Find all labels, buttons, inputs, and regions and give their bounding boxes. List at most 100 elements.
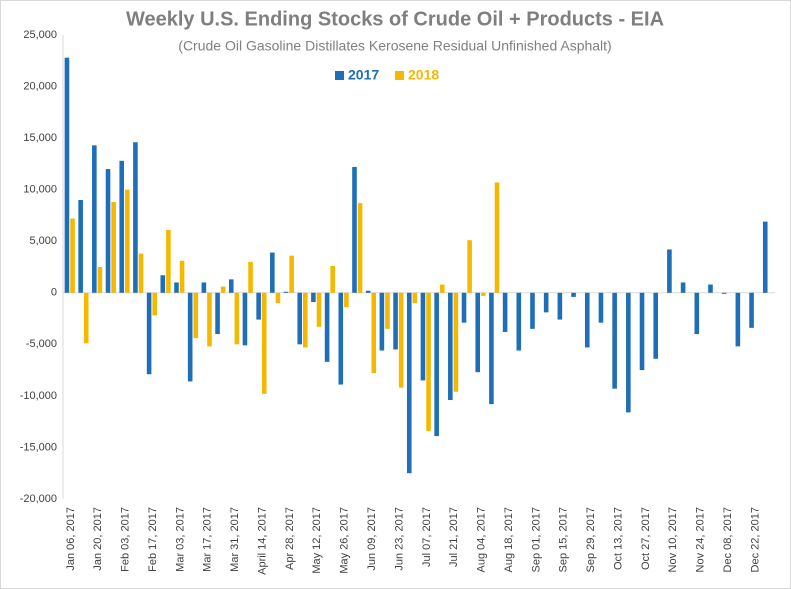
bar	[412, 292, 418, 304]
legend-swatch	[335, 71, 344, 80]
legend-label: 2018	[408, 67, 439, 83]
bar	[187, 292, 193, 382]
x-tick-label: Sep 01, 2017	[530, 507, 542, 572]
x-tick-label: Aug 18, 2017	[503, 507, 515, 572]
bar	[735, 292, 741, 347]
bar	[193, 292, 199, 339]
bar	[316, 292, 322, 327]
bar	[530, 292, 535, 329]
x-tick-label: Jun 09, 2017	[366, 507, 378, 571]
bar	[201, 282, 207, 293]
y-tick-label: 15,000	[23, 132, 57, 144]
x-tick-label: Jun 23, 2017	[393, 507, 405, 571]
x-tick-label: May 12, 2017	[311, 507, 323, 574]
x-tick-label: Sep 15, 2017	[558, 507, 570, 572]
x-tick-label: May 26, 2017	[339, 507, 351, 574]
bar	[174, 282, 179, 293]
bar	[152, 292, 157, 316]
bar	[357, 203, 363, 293]
legend-swatch	[395, 71, 404, 80]
bar	[398, 292, 404, 388]
bar	[721, 292, 727, 294]
bar	[344, 292, 349, 308]
bar	[639, 292, 645, 371]
bar	[571, 292, 576, 297]
bar	[557, 292, 563, 320]
bar	[297, 292, 303, 345]
y-tick-label: -10,000	[20, 390, 57, 402]
bar	[311, 292, 316, 303]
x-tick-label: Mar 31, 2017	[229, 507, 241, 572]
bar	[138, 253, 144, 293]
bar	[393, 292, 398, 350]
y-tick-label: 5,000	[29, 235, 57, 247]
bar	[494, 182, 500, 293]
bar	[283, 291, 289, 293]
bar	[448, 292, 453, 401]
bar	[406, 292, 412, 474]
y-tick-label: -5,000	[26, 338, 57, 350]
bar	[125, 189, 130, 293]
bar	[256, 292, 261, 320]
bar	[461, 292, 467, 323]
bar	[467, 240, 472, 293]
x-tick-label: Oct 27, 2017	[640, 507, 652, 570]
bar	[584, 292, 590, 348]
bar	[270, 252, 275, 293]
bar	[475, 292, 481, 373]
bar	[426, 292, 431, 431]
bar	[261, 292, 267, 394]
x-tick-label: Jul 21, 2017	[448, 507, 460, 567]
bar	[371, 292, 377, 374]
bar	[612, 292, 617, 389]
y-tick-label: 20,000	[23, 80, 57, 92]
bar	[133, 142, 138, 293]
x-tick-label: Dec 08, 2017	[722, 507, 734, 572]
bar	[598, 292, 604, 323]
bar	[352, 166, 357, 293]
bar	[330, 265, 335, 293]
bar	[289, 255, 294, 293]
bar	[78, 199, 83, 293]
bar	[762, 221, 768, 293]
x-tick-label: Dec 22, 2017	[749, 507, 761, 572]
bar	[275, 292, 281, 304]
bar	[64, 57, 70, 293]
bar	[481, 292, 486, 296]
bar	[242, 292, 248, 346]
bar	[248, 261, 253, 293]
bar	[680, 282, 686, 293]
x-tick-label: Feb 17, 2017	[147, 507, 159, 572]
x-tick-label: Oct 13, 2017	[612, 507, 624, 570]
bar	[146, 292, 152, 375]
bar	[749, 292, 754, 328]
bar	[160, 275, 166, 293]
bar	[694, 292, 700, 335]
bar	[215, 292, 220, 335]
x-tick-label: Feb 03, 2017	[120, 507, 132, 572]
bar	[385, 292, 390, 329]
bar	[653, 292, 659, 359]
bar	[453, 292, 459, 392]
bar	[324, 292, 330, 362]
bar	[439, 284, 445, 293]
x-tick-label: Jan 06, 2017	[65, 507, 77, 571]
bar	[92, 145, 97, 293]
chart-subtitle: (Crude Oil Gasoline Distillates Kerosene…	[178, 38, 611, 54]
bar	[708, 284, 713, 293]
bar	[516, 292, 522, 351]
y-tick-label: 25,000	[23, 29, 57, 41]
bar	[70, 218, 75, 293]
bar	[338, 292, 344, 385]
y-tick-label: -15,000	[20, 441, 57, 453]
bar	[543, 292, 549, 313]
x-tick-label: Aug 04, 2017	[476, 507, 488, 572]
x-tick-label: Jul 07, 2017	[421, 507, 433, 567]
bar	[234, 292, 240, 345]
x-tick-label: Nov 10, 2017	[667, 507, 679, 572]
bar	[179, 260, 185, 293]
x-tick-label: Sep 29, 2017	[585, 507, 597, 572]
bar	[220, 286, 226, 293]
x-tick-label: April 14, 2017	[256, 507, 268, 575]
